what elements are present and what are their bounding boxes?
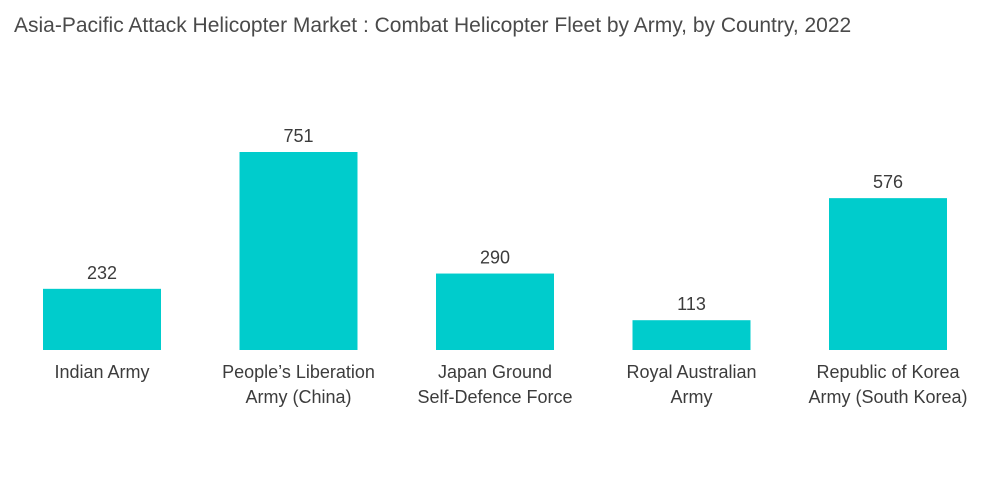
category-labels-group: Indian Army People’s Liberation Army (Chin… (54, 362, 967, 407)
value-label-3: 113 (677, 294, 706, 314)
category-label-1-line-1: Army (China) (245, 387, 351, 407)
bar-1 (239, 152, 358, 350)
category-label-4-line-0: Republic of Korea (816, 362, 960, 382)
category-label-1-line-0: People’s Liberation (222, 362, 375, 382)
value-label-4: 576 (873, 172, 903, 192)
chart-title: Asia-Pacific Attack Helicopter Market : … (14, 14, 852, 37)
category-label-3-line-0: Royal Australian (626, 362, 756, 382)
value-label-2: 290 (480, 248, 510, 268)
value-labels-group: 232 751 290 113 576 (87, 126, 903, 314)
bar-0 (43, 288, 161, 350)
value-label-0: 232 (87, 263, 117, 283)
category-label-2-line-1: Self-Defence Force (417, 387, 572, 407)
bar-4 (829, 198, 947, 350)
bars-group (43, 152, 947, 350)
bar-3 (632, 320, 751, 350)
category-label-3-line-1: Army (671, 387, 713, 407)
category-label-0: Indian Army (54, 362, 149, 382)
category-label-3: Royal Australian Army (626, 362, 756, 407)
value-label-1: 751 (283, 126, 313, 146)
category-label-2: Japan Ground Self-Defence Force (417, 362, 572, 407)
bar-2 (436, 273, 554, 350)
category-label-0-line-0: Indian Army (54, 362, 149, 382)
category-label-2-line-0: Japan Ground (438, 362, 552, 382)
category-label-1: People’s Liberation Army (China) (222, 362, 375, 407)
category-label-4-line-1: Army (South Korea) (808, 387, 967, 407)
category-label-4: Republic of Korea Army (South Korea) (808, 362, 967, 407)
